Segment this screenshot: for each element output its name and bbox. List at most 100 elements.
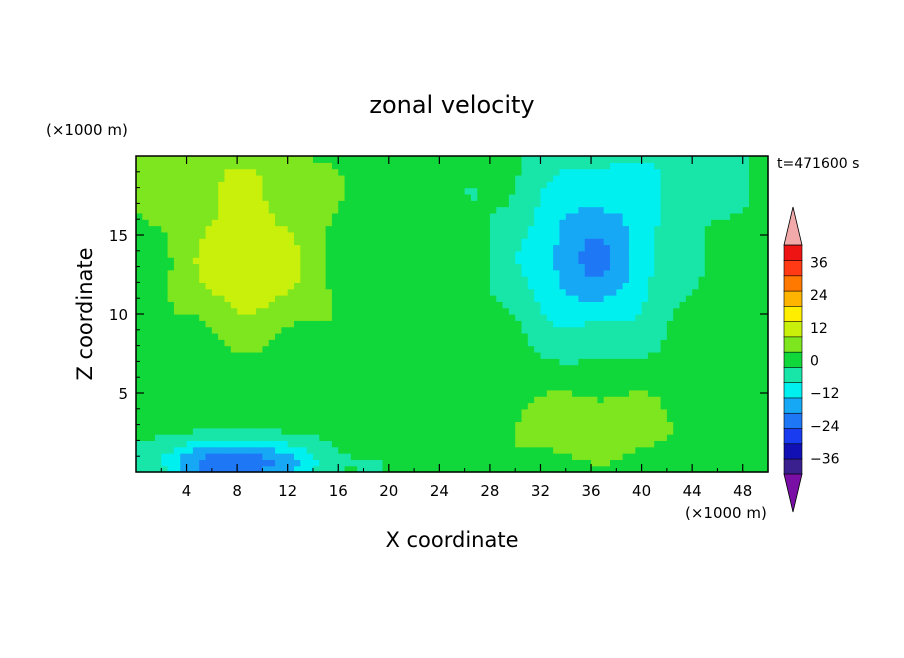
- field-cell: [161, 459, 169, 467]
- field-cell: [736, 187, 744, 195]
- field-cell: [338, 250, 346, 258]
- field-cell: [540, 440, 548, 448]
- field-cell: [660, 408, 668, 416]
- field-cell: [578, 162, 586, 170]
- field-cell: [331, 231, 339, 239]
- field-cell: [369, 383, 377, 391]
- field-cell: [395, 364, 403, 372]
- field-cell: [376, 434, 384, 441]
- field-cell: [641, 358, 649, 366]
- field-cell: [376, 427, 384, 435]
- field-cell: [692, 358, 700, 366]
- field-cell: [325, 168, 333, 176]
- field-cell: [572, 219, 579, 227]
- field-cell: [755, 288, 763, 296]
- field-cell: [211, 225, 219, 233]
- field-cell: [628, 421, 636, 429]
- field-cell: [218, 181, 226, 189]
- field-cell: [154, 288, 162, 296]
- field-cell: [281, 453, 289, 460]
- field-cell: [407, 295, 415, 302]
- field-cell: [142, 339, 150, 347]
- field-cell: [679, 156, 687, 163]
- field-cell: [704, 440, 712, 448]
- field-cell: [508, 339, 516, 347]
- field-cell: [167, 314, 175, 321]
- field-cell: [268, 459, 276, 467]
- field-cell: [218, 415, 226, 423]
- field-cell: [673, 339, 681, 347]
- field-cell: [603, 238, 611, 246]
- field-cell: [382, 295, 390, 302]
- field-cell: [388, 225, 396, 233]
- field-cell: [692, 282, 700, 290]
- field-cell: [673, 370, 681, 378]
- field-cell: [192, 181, 200, 189]
- field-cell: [230, 396, 238, 404]
- field-cell: [584, 408, 592, 416]
- field-cell: [445, 332, 453, 340]
- field-cell: [205, 351, 213, 359]
- field-cell: [458, 377, 466, 385]
- field-cell: [388, 396, 396, 404]
- field-cell: [224, 238, 232, 246]
- field-cell: [565, 440, 573, 448]
- field-cell: [635, 459, 643, 467]
- field-cell: [376, 421, 384, 429]
- field-cell: [199, 276, 207, 283]
- field-cell: [281, 181, 289, 189]
- field-cell: [294, 231, 301, 239]
- field-cell: [591, 358, 598, 366]
- field-cell: [660, 225, 668, 233]
- field-cell: [376, 440, 384, 448]
- field-cell: [635, 244, 643, 252]
- field-cell: [464, 257, 472, 265]
- field-cell: [679, 307, 687, 315]
- field-cell: [603, 295, 611, 302]
- field-cell: [635, 288, 643, 296]
- field-cell: [679, 415, 687, 423]
- field-cell: [161, 440, 169, 448]
- field-cell: [325, 383, 333, 391]
- field-cell: [445, 358, 453, 366]
- field-cell: [218, 269, 226, 277]
- field-cell: [382, 402, 390, 410]
- field-cell: [452, 219, 459, 227]
- field-cell: [192, 389, 200, 397]
- field-cell: [414, 358, 421, 366]
- field-cell: [167, 377, 175, 385]
- field-cell: [281, 320, 289, 328]
- field-cell: [376, 320, 384, 328]
- field-cell: [306, 314, 314, 321]
- field-cell: [161, 415, 169, 423]
- field-cell: [180, 168, 188, 176]
- field-cell: [610, 314, 617, 321]
- field-cell: [433, 269, 440, 277]
- field-cell: [211, 358, 219, 366]
- field-cell: [641, 389, 649, 397]
- field-cell: [761, 351, 769, 359]
- field-cell: [414, 396, 421, 404]
- field-cell: [736, 193, 744, 201]
- field-cell: [464, 339, 472, 347]
- field-cell: [565, 168, 573, 176]
- field-cell: [559, 257, 567, 265]
- field-cell: [414, 345, 421, 353]
- field-cell: [401, 459, 409, 467]
- field-cell: [426, 276, 434, 283]
- field-cell: [136, 332, 143, 340]
- field-cell: [433, 415, 440, 423]
- field-cell: [610, 332, 617, 340]
- field-cell: [445, 421, 453, 429]
- field-cell: [136, 377, 143, 385]
- field-cell: [395, 402, 403, 410]
- field-cell: [243, 269, 251, 277]
- field-cell: [742, 250, 750, 258]
- field-cell: [540, 415, 548, 423]
- field-cell: [761, 459, 769, 467]
- field-cell: [192, 156, 200, 163]
- field-cell: [603, 446, 611, 454]
- field-cell: [527, 168, 535, 176]
- field-cell: [382, 345, 390, 353]
- field-cell: [148, 206, 156, 214]
